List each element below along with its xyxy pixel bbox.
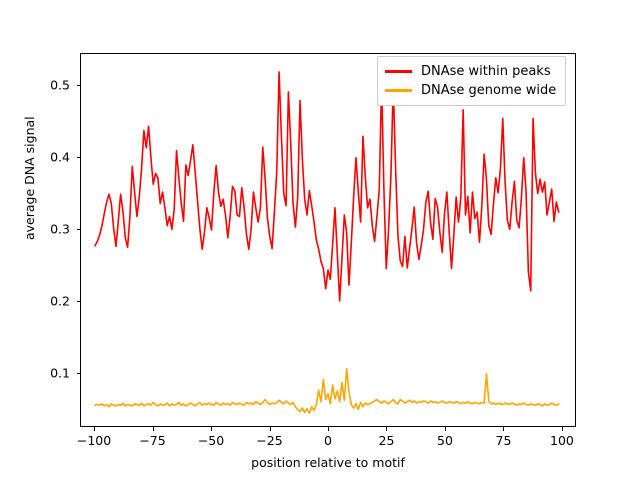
x-tick-label: −25 [256, 433, 283, 448]
y-tick-mark [76, 301, 80, 303]
series-line-genome-wide [94, 367, 560, 414]
line-chart-svg [94, 71, 560, 414]
y-tick-mark [76, 85, 80, 87]
x-tick-label: 0 [324, 433, 332, 448]
chart-legend: DNAse within peaks DNAse genome wide [377, 56, 567, 106]
x-tick-label: 25 [378, 433, 395, 448]
x-tick-mark [328, 427, 329, 431]
x-tick-label: 100 [550, 433, 574, 448]
legend-swatch-red [385, 70, 412, 73]
x-tick-mark [152, 427, 154, 431]
x-tick-mark [444, 427, 446, 431]
y-tick-label: 0.4 [50, 149, 70, 165]
x-tick-mark [561, 427, 563, 431]
legend-label-within-peaks: DNAse within peaks [421, 64, 551, 79]
y-tick-mark [76, 157, 80, 159]
x-tick-mark [269, 427, 271, 431]
legend-entry-within-peaks: DNAse within peaks [385, 62, 556, 81]
legend-label-genome-wide: DNAse genome wide [421, 83, 557, 98]
x-tick-label: 50 [437, 433, 453, 448]
y-tick-label: 0.3 [50, 221, 70, 237]
legend-swatch-orange [385, 89, 412, 92]
x-tick-mark [503, 427, 505, 431]
x-tick-label: −50 [197, 433, 225, 448]
y-tick-label: 0.5 [50, 77, 70, 93]
legend-entry-genome-wide: DNAse genome wide [385, 81, 556, 100]
x-tick-mark [386, 427, 388, 431]
plot-area [80, 53, 576, 427]
y-tick-mark [76, 229, 80, 231]
y-tick-label: 0.2 [50, 293, 70, 309]
y-tick-label: 0.1 [50, 365, 70, 381]
y-tick-mark [76, 373, 80, 375]
x-axis-label: position relative to motif [251, 455, 405, 470]
x-tick-label: −75 [139, 433, 166, 448]
x-tick-mark [94, 427, 96, 431]
series-line-within-peaks [94, 71, 560, 302]
x-tick-label: −100 [76, 433, 112, 448]
x-tick-mark [211, 427, 213, 431]
x-tick-label: 75 [495, 433, 512, 448]
